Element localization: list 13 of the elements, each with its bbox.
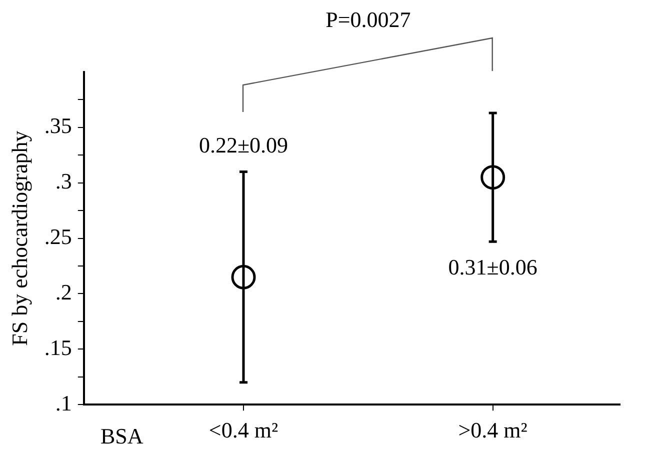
y-tick-label: .25 [44,224,72,250]
y-tick-label: .15 [44,334,72,360]
x-tick-label: <0.4 m² [208,418,278,443]
text: P=0.0027 [326,6,411,32]
annotation: 0.31±0.06 [448,254,538,280]
y-tick-label: .1 [55,390,72,416]
y-axis-title: FS by echocardiography [6,130,32,346]
y-tick-label: .35 [44,113,72,138]
x-axis-title: BSA [100,423,144,448]
y-tick-label: .3 [55,168,72,194]
annotation: 0.22±0.09 [198,132,288,158]
y-tick-label: .2 [55,280,72,305]
x-tick-label: >0.4 m² [458,418,528,443]
